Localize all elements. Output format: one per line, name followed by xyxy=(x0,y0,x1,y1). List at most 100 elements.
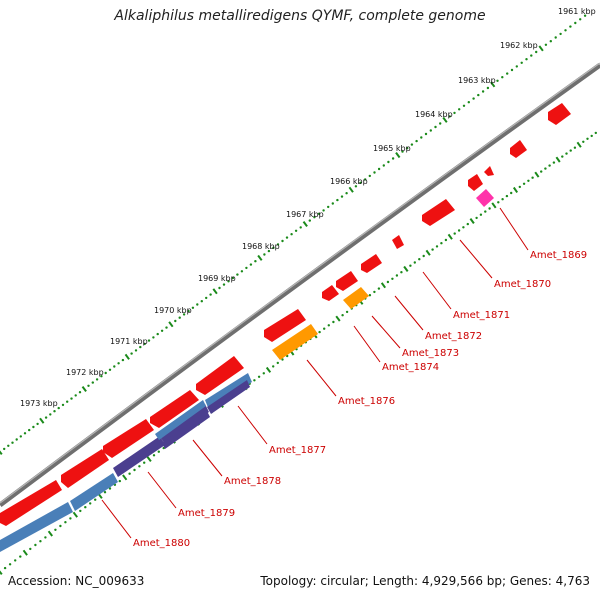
kbp-label: 1961 kbp xyxy=(558,7,596,16)
gene-arrow[interactable] xyxy=(422,199,455,226)
scale-tick xyxy=(39,417,45,424)
scale-dot xyxy=(518,185,521,189)
scale-dot xyxy=(272,365,275,368)
kbp-label: 1964 kbp xyxy=(415,110,453,119)
gene-labels: Amet_1869 Amet_1870 Amet_1871 Amet_1872 … xyxy=(133,250,587,549)
gene-label[interactable]: Amet_1872 xyxy=(425,331,482,342)
gene-label[interactable]: Amet_1870 xyxy=(494,279,551,290)
gene-arrow[interactable] xyxy=(196,356,244,395)
map-title: Alkaliphilus metalliredigens QYMF, compl… xyxy=(114,8,486,24)
gene-arrow[interactable] xyxy=(0,480,62,526)
scale-dot xyxy=(373,290,376,294)
scale-tick xyxy=(265,366,272,373)
gene-label[interactable]: Amet_1876 xyxy=(338,396,395,407)
gene-arrow[interactable] xyxy=(103,419,154,458)
cds-track xyxy=(0,373,252,552)
gene-arrow[interactable] xyxy=(476,189,494,207)
scale-dot xyxy=(401,150,404,153)
cds-bar[interactable] xyxy=(160,404,209,445)
scale-dot xyxy=(479,213,483,216)
cds-bar[interactable] xyxy=(162,411,210,449)
cds-bar[interactable] xyxy=(113,436,165,477)
gene-label[interactable]: Amet_1873 xyxy=(402,348,459,359)
scale-dot xyxy=(196,303,199,306)
scale-tick xyxy=(555,156,561,163)
gene-arrow[interactable] xyxy=(361,254,382,273)
gene-label[interactable]: Amet_1879 xyxy=(178,508,235,519)
gene-label[interactable]: Amet_1871 xyxy=(453,310,510,321)
scale-dot xyxy=(323,327,326,330)
scale-dot xyxy=(477,93,480,97)
gene-label[interactable]: Amet_1869 xyxy=(530,250,587,261)
scale-dot xyxy=(434,125,437,129)
scale-dot xyxy=(59,524,62,528)
kbp-label: 1967 kbp xyxy=(286,210,324,219)
scale-dot xyxy=(332,320,335,324)
scale-dot xyxy=(28,428,31,432)
gene-arrow[interactable] xyxy=(336,271,358,291)
gene-arrow[interactable] xyxy=(322,285,339,301)
scale-dot xyxy=(368,174,371,178)
scale-dot xyxy=(544,43,548,46)
scale-dot xyxy=(182,313,186,316)
scale-dot xyxy=(488,207,491,210)
gene-arrow[interactable] xyxy=(343,287,369,309)
scale-dot xyxy=(299,226,302,229)
scale-dot xyxy=(540,170,543,173)
scale-tick xyxy=(81,386,87,392)
scale-dot xyxy=(44,416,48,419)
scale-dot xyxy=(444,238,448,242)
scale-dot xyxy=(74,394,77,397)
scale-dot xyxy=(57,406,60,410)
gene-arrow[interactable] xyxy=(392,235,404,249)
scale-dot xyxy=(94,498,97,501)
gene-arrow[interactable] xyxy=(272,324,318,360)
leader-line xyxy=(147,471,177,509)
gene-arrow[interactable] xyxy=(510,140,527,158)
scale-dot xyxy=(218,286,221,290)
kbp-label: 1966 kbp xyxy=(330,177,368,186)
gene-arrow[interactable] xyxy=(150,390,199,428)
scale-dot xyxy=(139,345,142,349)
gene-arrow[interactable] xyxy=(484,166,494,176)
gene-arrow[interactable] xyxy=(61,449,109,488)
gene-label[interactable]: Amet_1880 xyxy=(133,538,190,549)
scale-dot xyxy=(520,61,523,64)
cds-bar[interactable] xyxy=(155,400,206,440)
scale-dot xyxy=(160,329,164,332)
scale-dot xyxy=(345,310,349,314)
cds-bar[interactable] xyxy=(0,502,73,552)
gene-arrow[interactable] xyxy=(264,309,306,342)
scale-dot xyxy=(236,273,239,276)
leader-line xyxy=(394,295,424,331)
cds-bar[interactable] xyxy=(207,380,250,414)
scale-dot xyxy=(424,132,428,136)
gene-label[interactable]: Amet_1878 xyxy=(224,476,281,487)
scale-dot xyxy=(133,468,136,472)
scale-dot xyxy=(222,283,226,286)
scale-dot xyxy=(373,171,376,174)
scale-dot xyxy=(382,164,385,167)
scale-dot xyxy=(253,379,256,382)
scale-dot xyxy=(61,403,65,407)
scale-tick xyxy=(212,288,218,295)
scale-dot xyxy=(15,438,18,441)
scale-dot xyxy=(594,131,597,135)
gene-arrow[interactable] xyxy=(468,174,483,191)
scale-dot xyxy=(29,547,32,551)
scale-dot xyxy=(391,277,394,280)
scale-dot xyxy=(395,274,399,277)
scale-dot xyxy=(569,149,572,152)
scale-dot xyxy=(205,296,208,300)
gene-arrow[interactable] xyxy=(548,103,571,125)
scale-dot xyxy=(240,270,244,273)
gene-label[interactable]: Amet_1874 xyxy=(382,362,439,373)
cds-bar[interactable] xyxy=(70,473,118,511)
inner-scale-ring xyxy=(0,131,597,576)
scale-dot xyxy=(19,555,22,558)
kbp-label: 1970 kbp xyxy=(154,306,192,315)
scale-dot xyxy=(506,72,509,75)
gene-label[interactable]: Amet_1877 xyxy=(269,445,326,456)
